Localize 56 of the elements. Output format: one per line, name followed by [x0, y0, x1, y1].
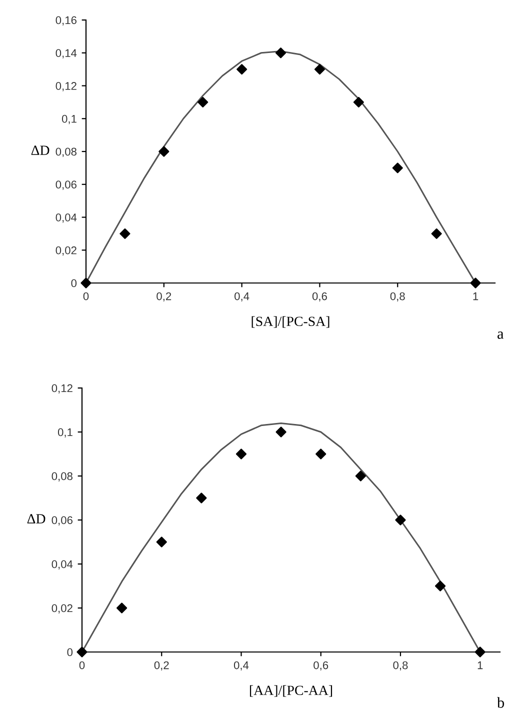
- point: [76, 646, 88, 658]
- y-tick-label: 0,08: [56, 148, 76, 157]
- y-tick-label: 0,12: [56, 82, 76, 92]
- point: [314, 64, 326, 75]
- y-tick-label: 0,1: [58, 428, 72, 438]
- y-tick-label: 0,06: [52, 516, 72, 526]
- point: [431, 228, 442, 239]
- x-tick-label: 0,6: [312, 292, 327, 302]
- point: [276, 426, 286, 438]
- point: [474, 646, 486, 658]
- x-tick-label: 1: [478, 661, 483, 670]
- x-tick-label: 0,8: [393, 661, 408, 670]
- point: [156, 536, 167, 548]
- x-tick-label: 0,4: [234, 661, 249, 670]
- y-axis-title: ΔD: [31, 146, 50, 155]
- y-tick-label: 0,02: [56, 246, 76, 256]
- point: [316, 448, 326, 460]
- x-tick-label: 0: [79, 661, 85, 670]
- point: [275, 48, 286, 58]
- x-tick-label: 0,2: [154, 661, 169, 670]
- y-tick-label: 0,14: [56, 49, 77, 58]
- y-tick-label: 0,04: [52, 560, 73, 570]
- point: [158, 146, 170, 157]
- y-tick-label: 0,04: [56, 214, 77, 223]
- point: [236, 64, 248, 75]
- point: [120, 228, 130, 239]
- x-tick-label: 0: [83, 292, 89, 300]
- point: [198, 96, 208, 108]
- point: [355, 470, 366, 482]
- y-tick-label: 0,16: [56, 16, 76, 26]
- point: [353, 96, 364, 108]
- point: [196, 492, 207, 504]
- x-axis-title: [AA]/[PC-AA]: [250, 685, 332, 697]
- point: [392, 162, 403, 174]
- point: [434, 580, 446, 592]
- text: b: [497, 697, 504, 708]
- point: [395, 514, 406, 526]
- text: a: [498, 332, 504, 339]
- x-axis-title: [SA]/[PC-SA]: [252, 316, 330, 328]
- x-tick-label: 0,8: [390, 292, 405, 302]
- y-tick-label: 0,12: [52, 384, 72, 394]
- x-tick-label: 0,2: [156, 292, 172, 302]
- point: [116, 602, 128, 614]
- x-tick-label: 0,4: [234, 292, 250, 302]
- y-tick-label: 0,1: [62, 114, 76, 124]
- y-tick-label: 0,06: [56, 180, 76, 190]
- x-tick-label: 1: [473, 292, 478, 300]
- x-tick-label: 0,6: [314, 661, 328, 670]
- point: [236, 448, 247, 460]
- y-tick-label: 0: [71, 279, 77, 288]
- y-tick-label: 0,08: [52, 472, 72, 482]
- point: [80, 278, 92, 288]
- y-tick-label: 0,02: [52, 604, 72, 614]
- point: [470, 278, 481, 288]
- y-axis-title: ΔD: [27, 514, 46, 524]
- y-tick-label: 0: [67, 648, 73, 656]
